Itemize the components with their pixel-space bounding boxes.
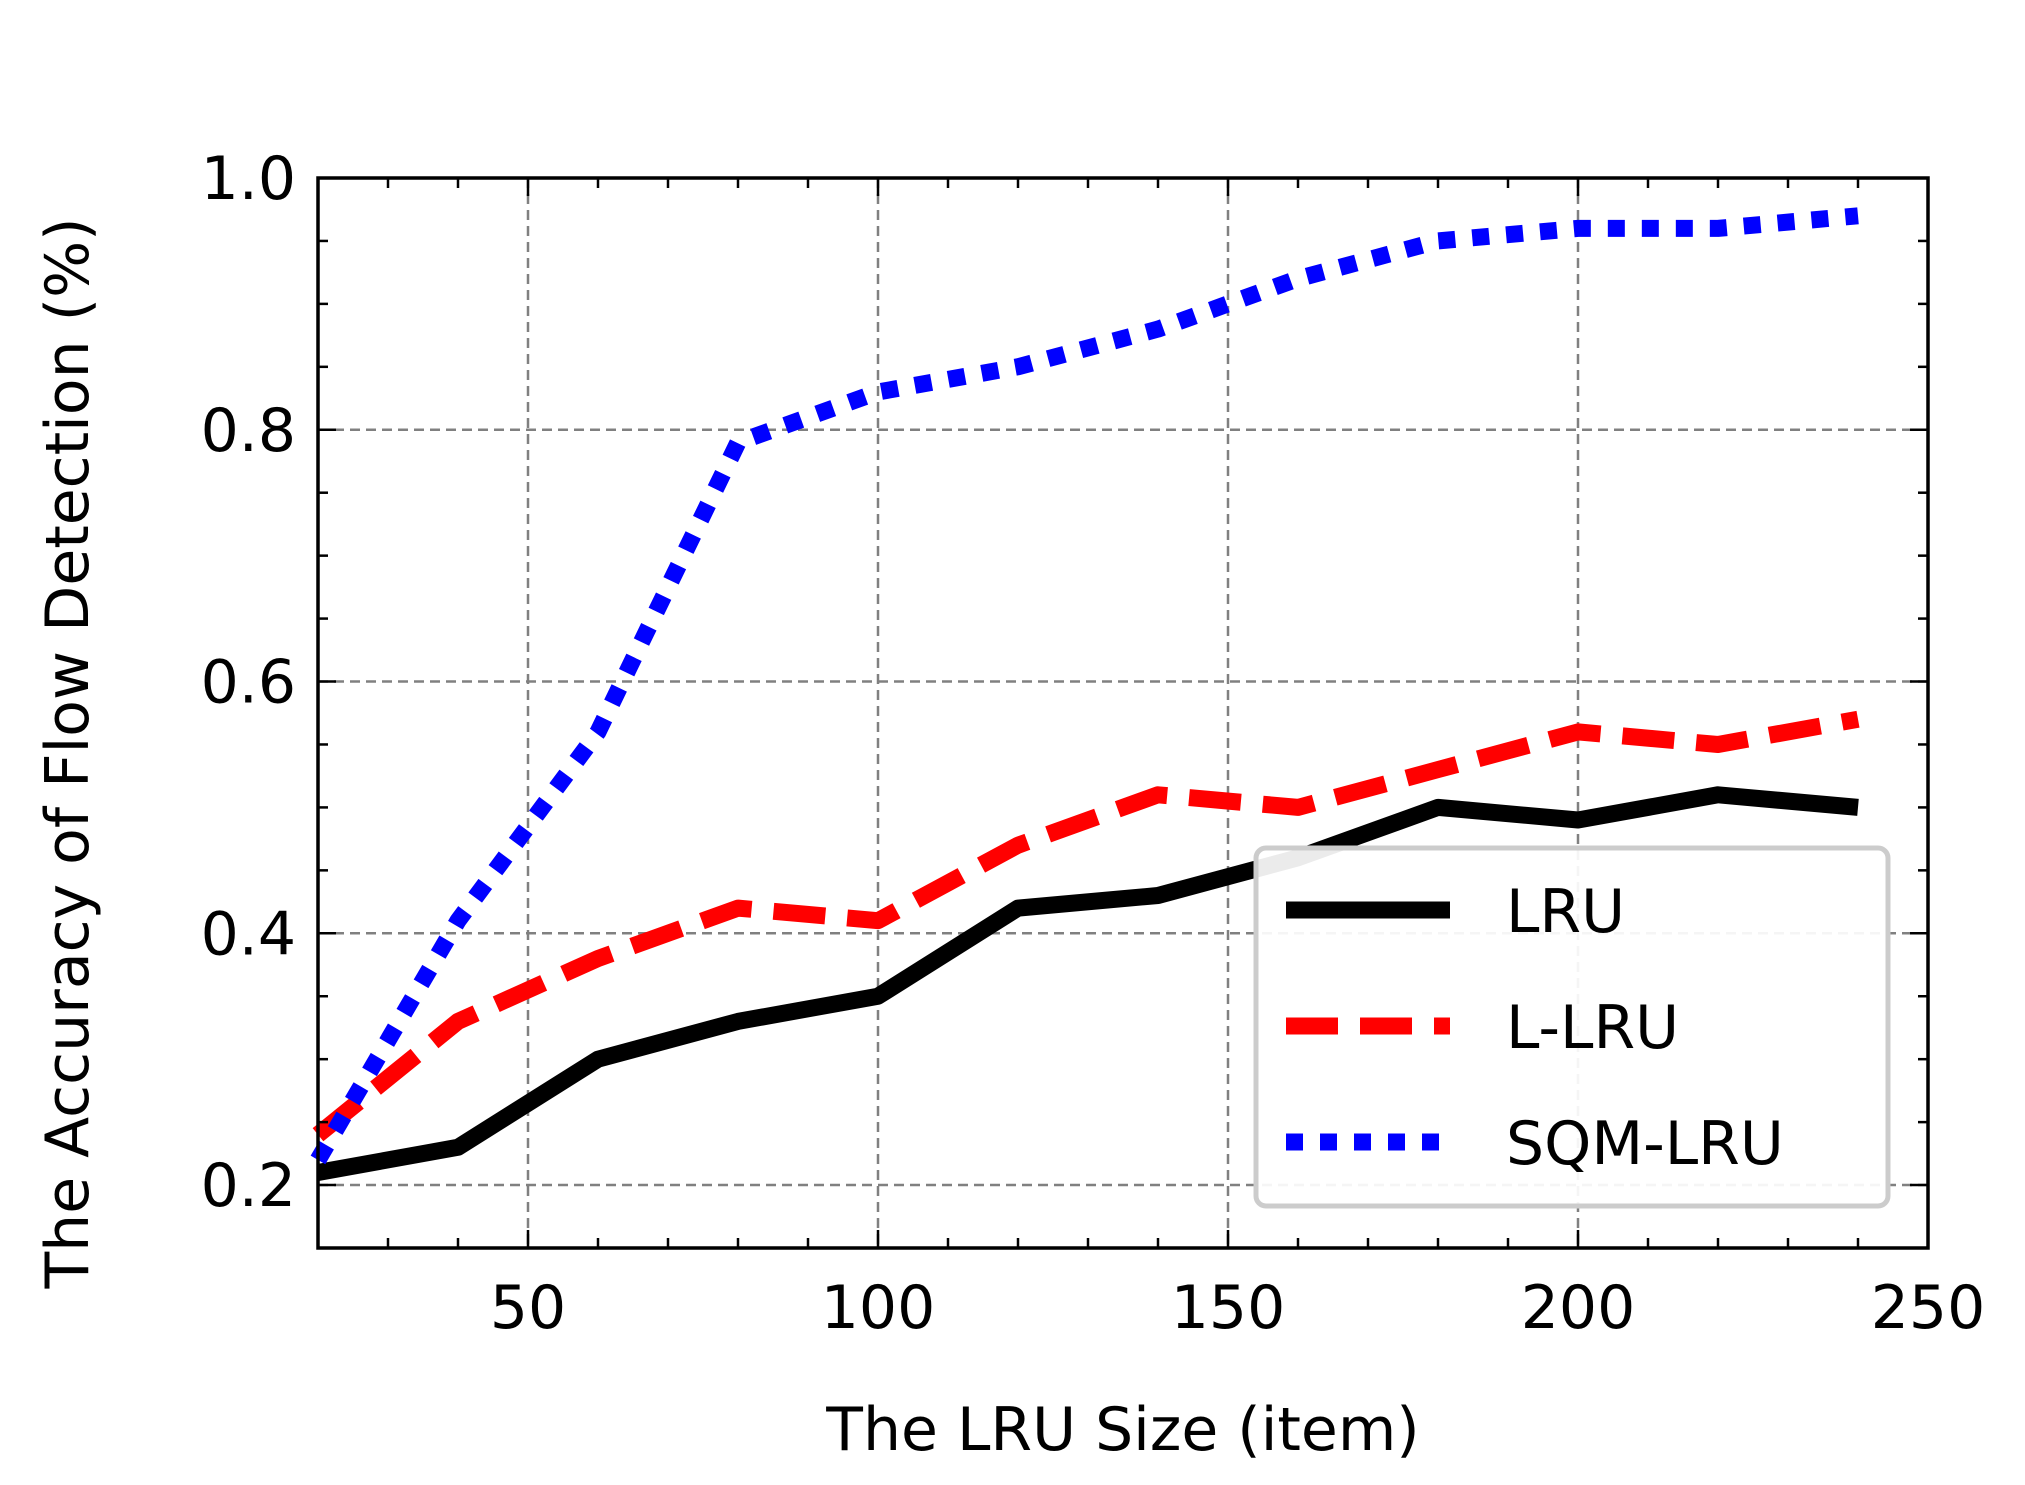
- plot-frame: [316, 176, 1930, 1250]
- y-tick-label: 1.0: [201, 144, 296, 214]
- x-axis-title: The LRU Size (item): [825, 1395, 1419, 1465]
- y-tick-label: 0.6: [201, 648, 296, 718]
- series-line-sqm-lru: [310, 207, 1859, 1165]
- legend: LRU L-LRU SQM-LRU: [1253, 845, 1891, 1209]
- series-line-lru: [316, 786, 1859, 1181]
- y-tick-label: 0.4: [201, 899, 296, 969]
- axis-ticks: [318, 176, 1930, 1250]
- x-tick-label: 50: [490, 1273, 566, 1343]
- series-line-l-lru: [312, 710, 1860, 1142]
- legend-label: L-LRU: [1506, 993, 1679, 1063]
- x-tick-label: 200: [1521, 1273, 1636, 1343]
- legend-label: LRU: [1506, 877, 1625, 947]
- y-tick-label: 0.8: [201, 396, 296, 466]
- tick-labels: 50 100 150 200 250 0.2 0.4 0.6 0.8 1.0: [201, 144, 1986, 1343]
- legend-box: [1253, 845, 1891, 1209]
- y-tick-label: 0.2: [201, 1151, 296, 1221]
- x-tick-label: 100: [821, 1273, 936, 1343]
- y-axis-title: The Accuracy of Flow Detection (%): [33, 218, 103, 1290]
- series-lines: [310, 207, 1860, 1181]
- legend-label: SQM-LRU: [1506, 1109, 1784, 1179]
- grid: [318, 178, 1928, 1248]
- x-tick-label: 250: [1871, 1273, 1986, 1343]
- x-tick-label: 150: [1171, 1273, 1286, 1343]
